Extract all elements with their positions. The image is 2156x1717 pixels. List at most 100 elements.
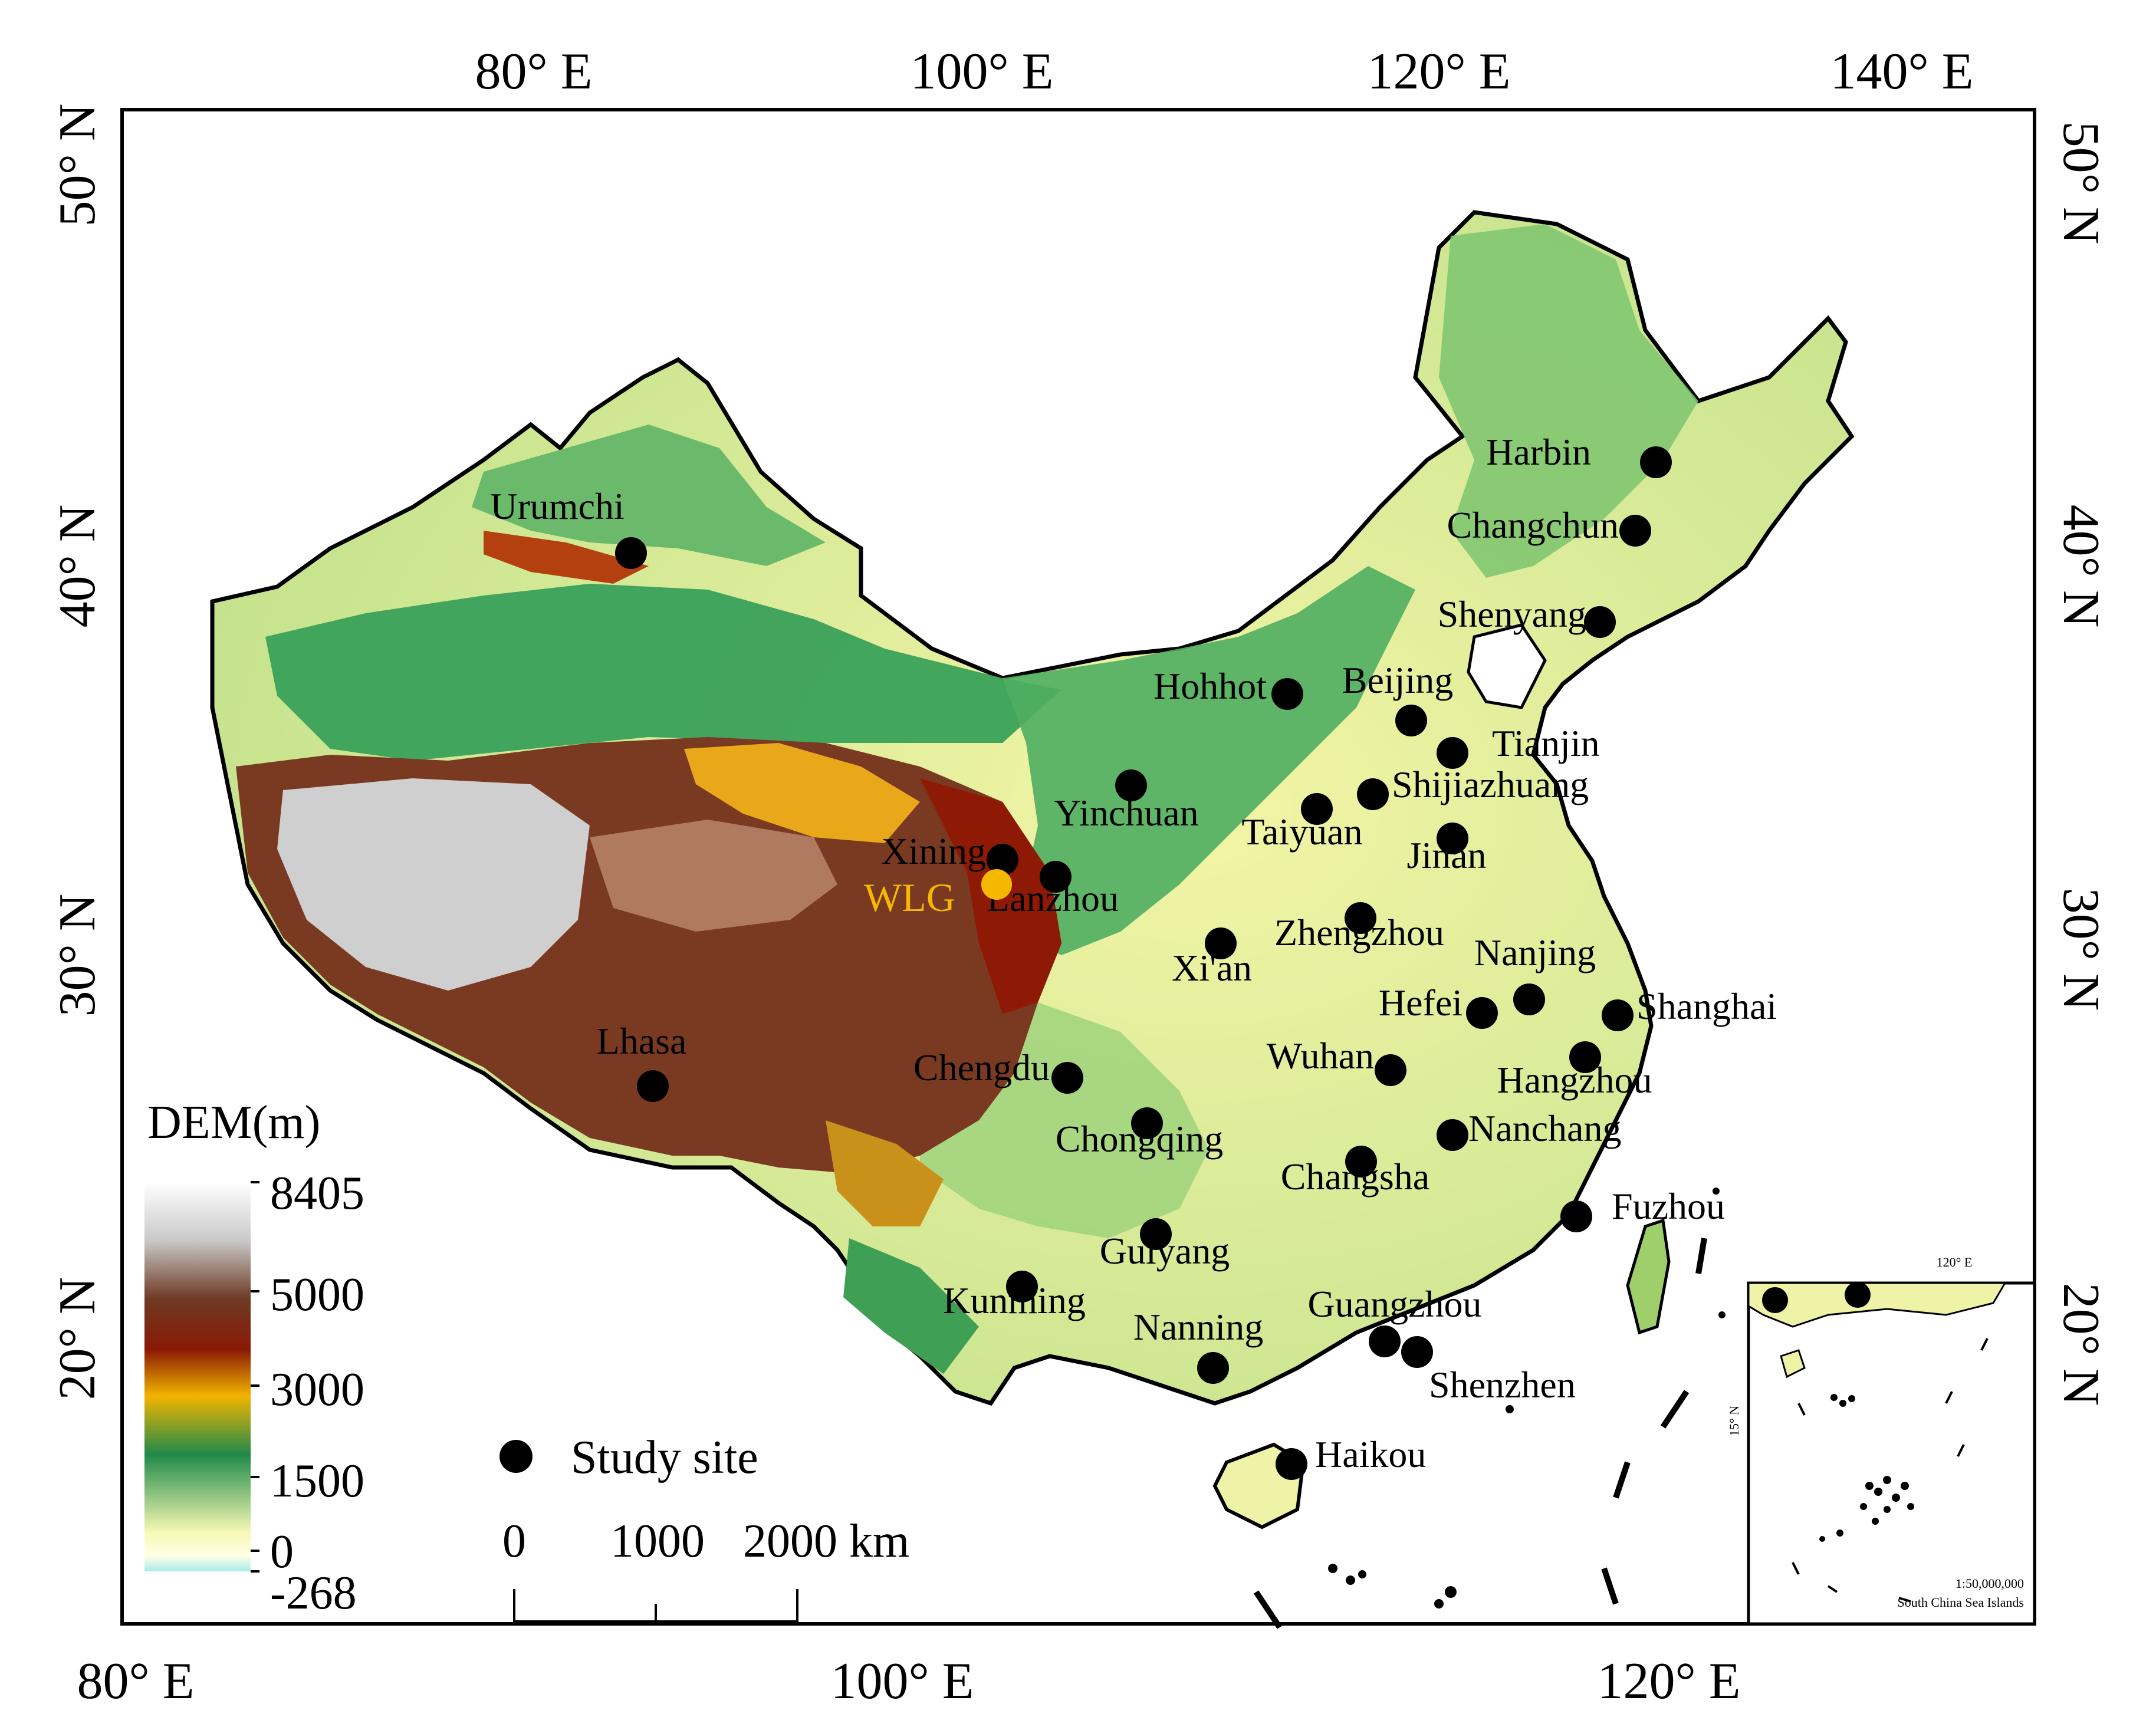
left-tick-40n: 40° N xyxy=(49,505,106,628)
left-tick-50n: 50° N xyxy=(49,104,106,227)
site-label-nanning: Nanning xyxy=(1133,1306,1263,1348)
dem-colorbar xyxy=(144,1182,251,1571)
site-marker-tianjin xyxy=(1437,737,1468,769)
inset-title: South China Sea Islands xyxy=(1898,1595,2024,1610)
scs-islands xyxy=(1328,1188,1726,1609)
study-site-symbol xyxy=(499,1440,533,1473)
tianshan xyxy=(484,531,649,584)
site-label-shijiazhuang: Shijiazhuang xyxy=(1392,764,1589,805)
site-label-harbin: Harbin xyxy=(1486,431,1591,473)
site-label-changchun: Changchun xyxy=(1447,504,1619,546)
top-tick-140e: 140° E xyxy=(1830,43,1974,100)
site-label-guangzhou: Guangzhou xyxy=(1307,1283,1481,1325)
yunnan-green xyxy=(843,1238,979,1374)
site-marker-shenzhen xyxy=(1401,1336,1433,1368)
dem-value-8405: 8405 xyxy=(270,1167,364,1219)
dem-legend: DEM(m) 8405 5000 3000 1500 0 -268 xyxy=(144,1097,364,1619)
bohai-sea xyxy=(1467,623,1547,709)
site-marker-xining xyxy=(987,844,1018,876)
dem-value-0: 0 xyxy=(270,1526,294,1578)
site-marker-guangzhou xyxy=(1369,1325,1401,1357)
site-label-hangzhou: Hangzhou xyxy=(1497,1059,1652,1101)
site-marker-shenyang xyxy=(1584,606,1616,638)
wlg-station: WLG xyxy=(864,869,1012,920)
site-label-lhasa: Lhasa xyxy=(597,1020,687,1062)
site-marker-zhengzhou xyxy=(1345,902,1376,934)
site-label-zhengzhou: Zhengzhou xyxy=(1274,912,1444,953)
site-marker-changchun xyxy=(1619,515,1651,547)
site-marker-haikou xyxy=(1276,1448,1307,1480)
wlg-label: WLG xyxy=(864,875,955,920)
site-marker-kunming xyxy=(1006,1271,1038,1302)
left-tick-20n: 20° N xyxy=(49,1277,106,1400)
site-label-chongqing: Chongqing xyxy=(1056,1118,1223,1160)
bottom-tick-100e: 100° E xyxy=(831,1653,974,1710)
site-marker-nanjing xyxy=(1513,984,1545,1015)
taiwan-island xyxy=(1626,1218,1671,1335)
study-site-label: Study site xyxy=(571,1432,758,1484)
site-marker-nanning xyxy=(1197,1352,1229,1384)
dem-value-minus268: -268 xyxy=(270,1567,357,1619)
scalebar-label-1000: 1000 xyxy=(610,1515,705,1567)
site-marker-lanzhou xyxy=(1040,861,1072,893)
site-label-nanchang: Nanchang xyxy=(1468,1107,1621,1149)
site-label-shenyang: Shenyang xyxy=(1438,593,1586,635)
scalebar-label-2000km: 2000 km xyxy=(743,1515,909,1567)
site-marker-urumchi xyxy=(615,537,647,569)
site-label-chengdu: Chengdu xyxy=(913,1047,1050,1088)
site-label-nanjing: Nanjing xyxy=(1474,932,1596,973)
site-label-xian: Xi'an xyxy=(1172,947,1252,989)
top-tick-120e: 120° E xyxy=(1368,43,1511,100)
hengduan-mountains xyxy=(826,1120,944,1226)
left-tick-labels: 50° N 40° N 30° N 20° N xyxy=(49,104,106,1400)
site-label-hefei: Hefei xyxy=(1379,982,1462,1024)
site-label-shanghai: Shanghai xyxy=(1636,985,1777,1027)
study-site-legend: Study site xyxy=(499,1432,758,1484)
site-label-changsha: Changsha xyxy=(1281,1156,1429,1198)
top-tick-labels: 80° E 100° E 120° E 140° E xyxy=(475,43,1974,100)
left-tick-30n: 30° N xyxy=(49,894,106,1017)
site-label-taiyuan: Taiyuan xyxy=(1241,811,1362,853)
study-sites: Urumchi Harbin Changchun Shenyang Hohhot Beij… xyxy=(490,431,1777,1480)
site-label-shenzhen: Shenzhen xyxy=(1429,1364,1576,1406)
site-marker-beijing xyxy=(1395,705,1427,736)
site-marker-hangzhou xyxy=(1569,1041,1601,1073)
site-marker-jinan xyxy=(1437,823,1468,854)
site-label-urumchi: Urumchi xyxy=(490,485,625,527)
bottom-tick-labels: 80° E 100° E 120° E xyxy=(77,1653,1741,1710)
site-label-wuhan: Wuhan xyxy=(1267,1035,1374,1077)
inset-lat-label: 15° N xyxy=(1727,1406,1741,1436)
site-marker-lhasa xyxy=(637,1070,669,1102)
site-marker-chongqing xyxy=(1131,1107,1163,1139)
site-label-haikou: Haikou xyxy=(1315,1433,1426,1475)
plateau-grey-2 xyxy=(590,820,837,932)
top-tick-80e: 80° E xyxy=(475,43,593,100)
site-marker-taiyuan xyxy=(1301,793,1333,825)
site-label-kunming: Kunming xyxy=(943,1279,1086,1321)
site-label-yinchuan: Yinchuan xyxy=(1054,792,1198,834)
site-marker-shanghai xyxy=(1602,999,1634,1031)
right-tick-labels: 50° N 40° N 30° N 20° N xyxy=(2052,121,2109,1406)
south-china-sea-inset: 120° E 15° N 1:50,000,000 South China Se… xyxy=(1727,1255,2036,1626)
right-tick-20n: 20° N xyxy=(2052,1283,2109,1406)
northern-green-belt xyxy=(1003,566,1415,955)
dem-value-1500: 1500 xyxy=(270,1455,364,1507)
site-marker-chengdu xyxy=(1051,1062,1083,1094)
top-tick-100e: 100° E xyxy=(911,43,1054,100)
site-marker-hefei xyxy=(1466,997,1498,1029)
dem-legend-title: DEM(m) xyxy=(147,1097,320,1149)
site-label-guiyang: Guiyang xyxy=(1100,1230,1230,1272)
plateau-high-grey xyxy=(277,778,590,991)
site-marker-wuhan xyxy=(1375,1054,1406,1086)
site-marker-xian xyxy=(1205,927,1237,959)
bottom-tick-80e: 80° E xyxy=(77,1653,195,1710)
right-tick-40n: 40° N xyxy=(2052,505,2109,628)
site-marker-harbin xyxy=(1640,446,1672,478)
site-marker-guiyang xyxy=(1140,1218,1172,1250)
site-marker-nanchang xyxy=(1437,1119,1468,1151)
site-marker-shijiazhuang xyxy=(1357,778,1389,810)
qaidam-basin xyxy=(684,743,920,843)
bottom-tick-120e: 120° E xyxy=(1598,1653,1741,1710)
right-tick-50n: 50° N xyxy=(2052,121,2109,245)
